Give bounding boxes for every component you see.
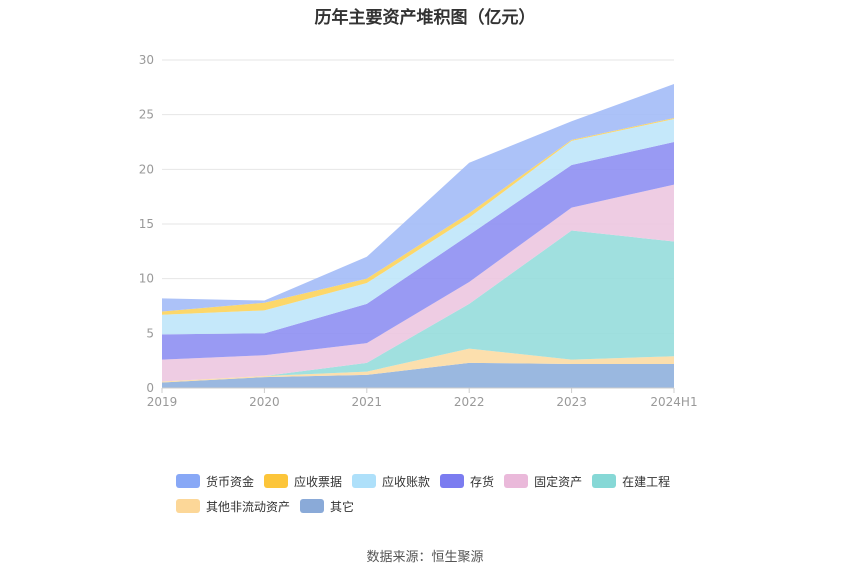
x-tick-label: 2022 — [454, 395, 485, 409]
legend-item[interactable]: 在建工程 — [592, 472, 670, 490]
x-tick-label: 2020 — [249, 395, 280, 409]
x-tick-label: 2024H1 — [650, 395, 697, 409]
y-tick-label: 0 — [146, 381, 154, 395]
legend-swatch — [504, 474, 529, 488]
y-tick-label: 25 — [139, 108, 154, 122]
legend-swatch — [440, 474, 465, 488]
legend-label: 应收账款 — [382, 474, 431, 489]
area-存货 — [162, 142, 674, 360]
legend-item[interactable]: 应收票据 — [264, 472, 342, 490]
stacked-area-chart: 0 5 10 15 20 25 30 2019 2020 2021 2022 2023 2024H1 — [139, 53, 698, 409]
legend-label: 在建工程 — [622, 474, 671, 489]
x-tick-label: 2021 — [352, 395, 383, 409]
legend-item[interactable]: 应收账款 — [352, 472, 430, 490]
area-在建工程 — [162, 230, 674, 382]
legend-label: 应收票据 — [294, 474, 343, 489]
area-其他非流动资产 — [162, 348, 674, 383]
legend-swatch — [264, 474, 289, 488]
x-tick-label: 2023 — [556, 395, 587, 409]
y-tick-label: 30 — [139, 53, 154, 67]
legend-swatch — [300, 499, 325, 513]
legend-item[interactable]: 存货 — [440, 472, 494, 490]
area-其它 — [162, 362, 674, 388]
legend-item[interactable]: 固定资产 — [504, 472, 582, 490]
legend: 货币资金 应收票据 应收账款 存货 固定资产 在建工程其他非流动资产 其它 — [176, 472, 716, 522]
legend-item[interactable]: 其它 — [300, 497, 354, 515]
chart-title: 历年主要资产堆积图（亿元） — [314, 8, 536, 28]
legend-swatch — [352, 474, 377, 488]
legend-label: 货币资金 — [206, 474, 255, 489]
y-tick-label: 5 — [146, 326, 154, 340]
legend-swatch — [176, 499, 200, 513]
legend-item[interactable]: 货币资金 — [176, 472, 254, 490]
y-tick-label: 15 — [139, 217, 154, 231]
legend-label: 固定资产 — [534, 474, 583, 489]
legend-item[interactable]: 其他非流动资产 — [176, 497, 290, 515]
data-source: 数据来源：恒生聚源 — [366, 550, 484, 565]
area-货币资金 — [162, 84, 674, 312]
area-应收账款 — [162, 119, 674, 335]
area-固定资产 — [162, 184, 674, 382]
y-tick-label: 20 — [139, 162, 154, 176]
legend-swatch — [592, 474, 617, 488]
legend-swatch — [176, 474, 200, 488]
legend-label: 其他非流动资产 — [206, 499, 291, 514]
y-tick-label: 10 — [139, 272, 154, 286]
legend-label: 其它 — [330, 499, 355, 514]
x-tick-label: 2019 — [147, 395, 178, 409]
legend-label: 存货 — [470, 474, 495, 489]
